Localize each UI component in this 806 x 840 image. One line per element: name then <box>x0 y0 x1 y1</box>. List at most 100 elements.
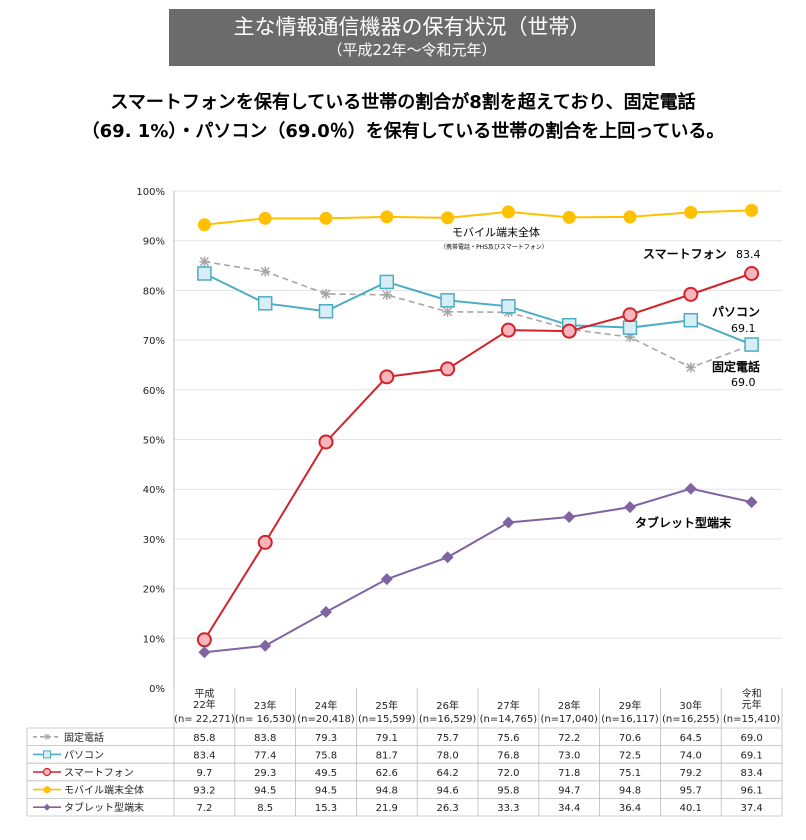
chart-title: 主な情報通信機器の保有状況（世帯） <box>233 15 591 39</box>
table-cell: 37.4 <box>740 803 762 814</box>
annotation-pc-value: 69.1 <box>731 322 756 335</box>
annotation-landline: 固定電話 <box>712 359 760 374</box>
data-point <box>745 203 759 217</box>
table-cell: 77.4 <box>254 750 276 761</box>
table-cell: 95.8 <box>497 786 519 797</box>
data-point <box>683 312 699 328</box>
data-point <box>196 632 212 648</box>
y-tick-label: 10% <box>143 634 165 645</box>
y-tick-label: 60% <box>143 386 165 397</box>
series-line <box>203 272 752 641</box>
table-cell: 94.8 <box>376 786 398 797</box>
table-cell: 94.5 <box>315 786 337 797</box>
headline-line-1: スマートフォンを保有している世帯の割合が8割を超えており、固定電話 <box>110 92 696 113</box>
table-cell: 96.1 <box>740 786 762 797</box>
category-label: 30年 <box>679 699 702 712</box>
data-point <box>501 299 516 314</box>
data-point <box>258 211 272 225</box>
data-point <box>441 211 455 225</box>
table-cell: 70.6 <box>619 733 641 744</box>
annotation-pc: パソコン <box>712 305 760 319</box>
data-point <box>562 210 576 224</box>
y-tick-label: 80% <box>143 286 165 297</box>
legend-marker <box>43 750 51 759</box>
data-point <box>197 266 212 281</box>
data-point <box>684 205 698 219</box>
table-cell: 83.4 <box>740 768 762 779</box>
legend-label: モバイル端末全体 <box>64 784 144 797</box>
category-label: 23年 <box>254 699 277 712</box>
category-label: 26年 <box>436 699 459 712</box>
chart-subtitle: （平成22年～令和元年） <box>327 41 497 59</box>
data-point <box>561 323 577 339</box>
annotation-mobile: モバイル端末全体 <box>452 225 540 239</box>
table-cell: 73.0 <box>558 750 580 761</box>
data-point <box>500 322 516 338</box>
table-cell: 9.7 <box>196 768 212 779</box>
sample-size-label: (n=16,255) <box>662 714 720 725</box>
data-point <box>625 332 635 343</box>
data-point <box>318 434 334 450</box>
data-point <box>199 256 210 267</box>
table-cell: 79.2 <box>680 768 702 779</box>
table-cell: 29.3 <box>254 768 276 779</box>
table-cell: 62.6 <box>376 768 398 779</box>
data-point <box>440 293 455 308</box>
data-point <box>684 482 697 495</box>
data-point <box>441 551 454 564</box>
table-cell: 34.4 <box>558 803 580 814</box>
data-point <box>501 205 515 219</box>
category-label: 27年 <box>497 699 520 712</box>
legend-label: 固定電話 <box>64 731 104 744</box>
sample-size-label: (n=15,599) <box>358 714 416 725</box>
data-point <box>622 307 638 323</box>
sample-size-label: (n=20,418) <box>297 714 355 725</box>
table-cell: 71.8 <box>558 768 580 779</box>
y-tick-label: 70% <box>143 336 165 347</box>
data-point <box>745 496 758 509</box>
data-point <box>744 266 760 282</box>
category-label: 25年 <box>375 699 398 712</box>
data-point <box>320 605 332 618</box>
data-point <box>321 288 331 299</box>
category-label: 24年 <box>315 699 338 712</box>
legend-marker <box>42 767 52 777</box>
category-label: 22年 <box>193 698 216 711</box>
sample-size-label: (n= 16,530) <box>235 714 296 725</box>
table-cell: 69.1 <box>740 750 762 761</box>
table-cell: 15.3 <box>315 803 337 814</box>
sample-size-label: (n=16,529) <box>419 714 477 725</box>
sample-size-label: (n=15,410) <box>723 714 781 725</box>
table-cell: 72.5 <box>619 750 641 761</box>
legend-label: タブレット型端末 <box>64 801 144 814</box>
data-point <box>623 210 637 224</box>
category-label: 29年 <box>619 699 642 712</box>
data-point <box>502 516 515 529</box>
table-cell: 75.7 <box>436 733 458 744</box>
data-point <box>198 646 211 659</box>
annotation-tablet: タブレット型端末 <box>635 515 732 530</box>
series-line <box>204 209 752 226</box>
y-tick-label: 100% <box>136 187 165 198</box>
table-cell: 33.3 <box>497 803 519 814</box>
data-point <box>744 337 759 352</box>
table-cell: 81.7 <box>376 750 398 761</box>
series-line <box>204 487 752 654</box>
data-point <box>683 286 699 302</box>
legend-label: スマートフォン <box>64 768 134 779</box>
table-cell: 40.1 <box>680 803 702 814</box>
y-tick-label: 30% <box>143 535 165 546</box>
table-cell: 75.8 <box>315 750 337 761</box>
table-cell: 79.3 <box>315 733 337 744</box>
data-point <box>685 362 696 373</box>
data-point <box>563 511 576 524</box>
sample-size-label: (n=14,765) <box>480 714 538 725</box>
data-point <box>257 534 273 550</box>
data-point <box>622 320 638 335</box>
annotation-smartphone: スマートフォン <box>643 247 727 261</box>
table-cell: 85.8 <box>193 733 215 744</box>
table-cell: 64.2 <box>436 768 458 779</box>
table-cell: 94.8 <box>619 786 641 797</box>
annotation-smartphone-value: 83.4 <box>736 248 761 261</box>
